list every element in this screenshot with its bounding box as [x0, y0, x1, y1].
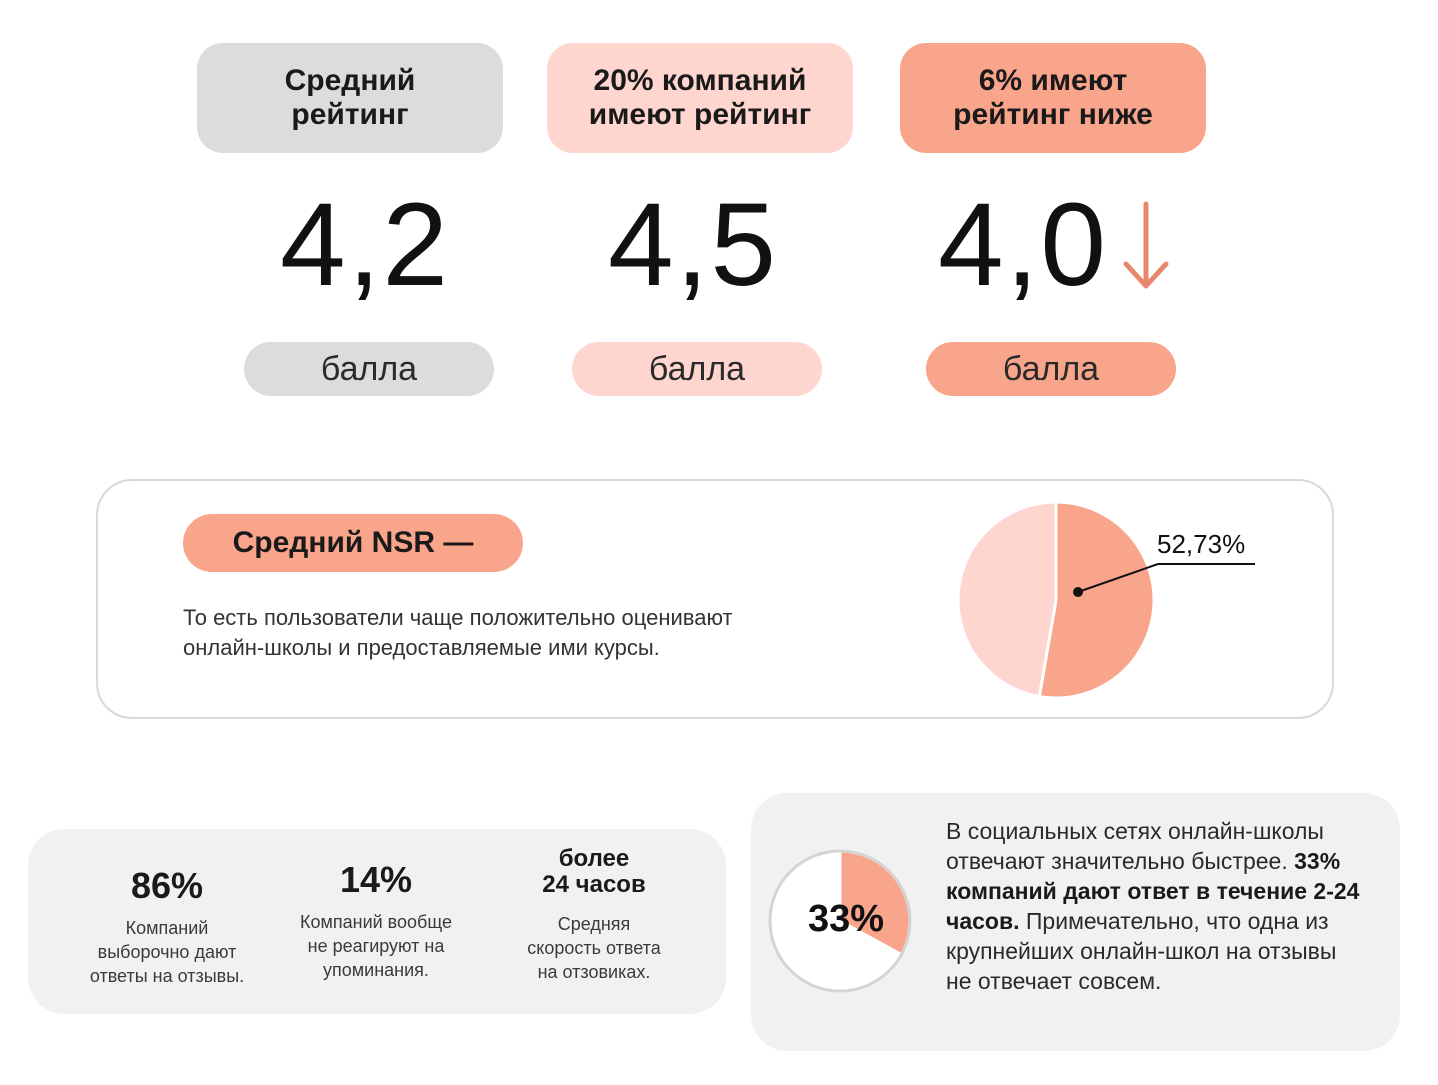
social-description: В социальных сетях онлайн-школы отвечают…: [946, 816, 1366, 996]
nsr-pie-leader-line: [1077, 563, 1159, 593]
stat-description: Компаний выборочно дают ответы на отзывы…: [89, 918, 245, 986]
nsr-pie-label: 52,73%: [1157, 529, 1245, 559]
social-text-part-1: В социальных сетях онлайн-школы отвечают…: [946, 818, 1324, 874]
social-pie-chart: 33%: [768, 849, 912, 993]
rating-value-average: 4,2: [279, 179, 451, 311]
rating-label-20-percent: 20% компаний имеют рейтинг: [547, 43, 853, 153]
rating-value-20-percent: 4,5: [607, 179, 779, 311]
rating-value-6-percent: 4,0: [937, 179, 1109, 311]
stat-description: Средняя скорость ответа на отзовиках.: [527, 914, 661, 982]
nsr-title: Средний NSR —: [183, 514, 523, 572]
social-text-bold: 33% компаний дают ответ в течение 2-24 ч…: [946, 848, 1360, 934]
stat-value: более 24 часов: [542, 845, 646, 898]
stat-description: Компаний вообще не реагируют на упоминан…: [300, 912, 452, 980]
stat-24-hours: более 24 часов Средняя скорость ответа н…: [489, 846, 699, 984]
rating-label-average: Средний рейтинг: [197, 43, 503, 153]
stat-value: 14%: [339, 859, 413, 900]
social-text-part-2: Примечательно, что одна из крупнейших он…: [946, 908, 1337, 994]
nsr-description: То есть пользователи чаще положительно о…: [183, 605, 733, 660]
nsr-pie-slices: [956, 500, 1156, 700]
rating-unit-average: балла: [244, 342, 494, 396]
rating-label-6-percent: 6% имеют рейтинг ниже: [900, 43, 1206, 153]
stats-card: [28, 829, 726, 1014]
social-pie-label: 33%: [808, 898, 884, 940]
pie-outline: [768, 849, 912, 993]
pie-slice-1: [956, 500, 1058, 699]
nsr-pie-leader-dot: [1073, 587, 1083, 597]
pie-slice-0: [1037, 500, 1156, 700]
nsr-pie-chart: 52,73%: [956, 500, 1255, 700]
stat-value: 86%: [130, 865, 204, 906]
rating-unit-6-percent: балла: [926, 342, 1176, 396]
social-pie-slices: [768, 849, 912, 993]
down-arrow-icon: [1123, 201, 1169, 289]
rating-unit-20-percent: балла: [572, 342, 822, 396]
stat-86: 86% Компаний выборочно дают ответы на от…: [62, 866, 272, 988]
stat-14: 14% Компаний вообще не реагируют на упом…: [271, 860, 481, 982]
